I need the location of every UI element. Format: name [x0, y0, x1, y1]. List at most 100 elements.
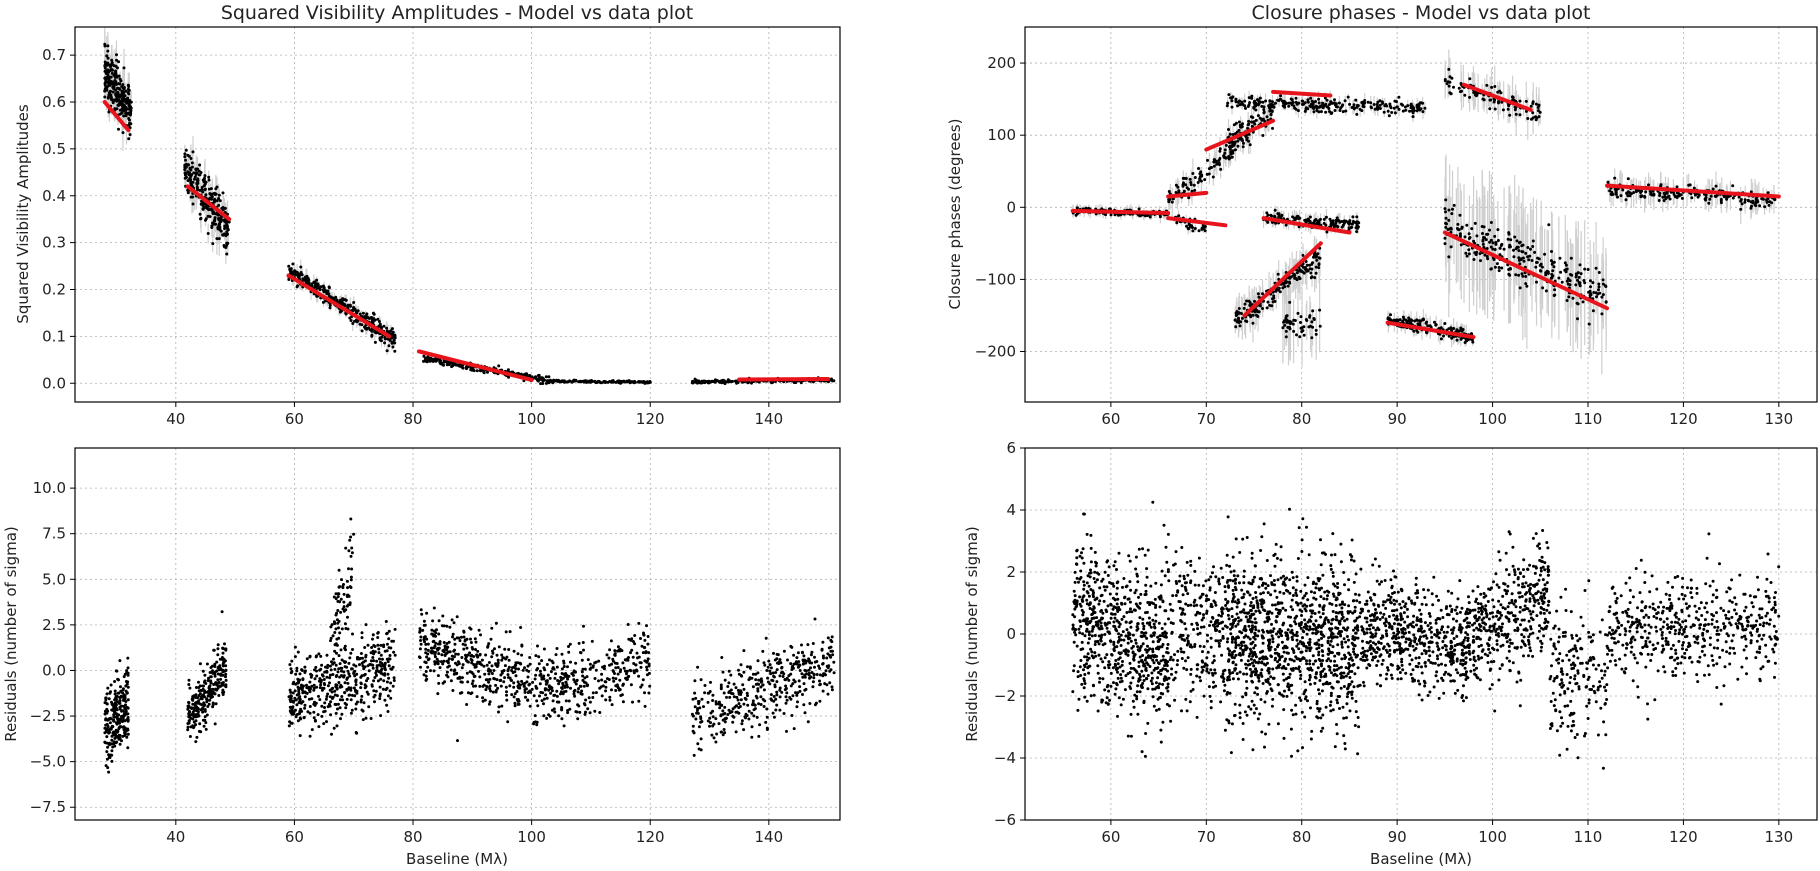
- data-point: [1170, 200, 1174, 204]
- data-point: [1458, 213, 1462, 217]
- data-point: [110, 71, 114, 75]
- data-point: [183, 152, 187, 156]
- data-point: [1425, 331, 1429, 335]
- v2-title: Squared Visibility Amplitudes - Model vs…: [221, 2, 693, 24]
- data-point: [106, 56, 110, 60]
- data-point: [124, 114, 128, 118]
- data-point: [1228, 147, 1232, 151]
- data-point: [221, 208, 225, 212]
- data-point: [1288, 281, 1292, 285]
- data-point: [1520, 244, 1524, 248]
- data-point: [343, 298, 347, 302]
- v2-ylabel: Squared Visibility Amplitudes: [14, 104, 32, 324]
- data-point: [213, 216, 217, 220]
- data-point: [1236, 144, 1240, 148]
- data-point: [1592, 291, 1596, 294]
- data-point: [1500, 100, 1504, 104]
- data-point: [1223, 151, 1227, 155]
- data-point: [1465, 339, 1469, 343]
- data-point: [1269, 113, 1273, 117]
- data-point: [1074, 213, 1078, 217]
- data-point: [1444, 225, 1448, 229]
- data-point: [1488, 107, 1492, 111]
- data-point: [1295, 271, 1299, 275]
- data-point: [1301, 102, 1305, 106]
- data-point: [1271, 103, 1275, 107]
- y-tick: 0.0: [42, 374, 75, 392]
- data-point: [1488, 228, 1491, 232]
- data-point: [1266, 300, 1270, 304]
- data-point: [1517, 249, 1521, 253]
- data-point: [1248, 101, 1252, 105]
- data-point: [1535, 280, 1538, 284]
- data-point: [1340, 225, 1344, 229]
- data-point: [1278, 290, 1282, 294]
- data-point: [1243, 302, 1247, 306]
- data-point: [207, 175, 211, 179]
- data-point: [1595, 295, 1598, 299]
- data-point: [1574, 275, 1578, 279]
- data-point: [1348, 219, 1352, 223]
- data-point: [117, 87, 121, 90]
- data-point: [1250, 120, 1253, 124]
- data-point: [198, 173, 202, 177]
- data-point: [127, 117, 131, 120]
- data-point: [1463, 93, 1467, 97]
- data-point: [1521, 250, 1525, 254]
- data-point: [1649, 191, 1653, 195]
- data-point: [1351, 215, 1355, 219]
- data-point: [1565, 299, 1569, 302]
- data-point: [1247, 132, 1251, 136]
- data-point: [1239, 312, 1243, 315]
- data-point: [113, 79, 117, 82]
- data-point: [1256, 98, 1260, 102]
- data-point: [1508, 113, 1512, 117]
- data-point: [1308, 215, 1312, 219]
- data-point: [1284, 314, 1288, 318]
- data-point: [214, 187, 218, 191]
- data-point: [117, 127, 120, 131]
- data-point: [1467, 252, 1471, 256]
- data-point: [184, 148, 188, 152]
- data-point: [1261, 100, 1265, 104]
- data-point: [1481, 239, 1485, 243]
- data-point: [1488, 98, 1492, 102]
- data-point: [1310, 99, 1314, 103]
- data-point: [1314, 218, 1318, 221]
- data-point: [1314, 332, 1318, 336]
- data-point: [1294, 107, 1298, 111]
- data-point: [1321, 106, 1325, 110]
- data-point: [1333, 98, 1336, 102]
- data-point: [223, 206, 227, 210]
- data-point: [1524, 99, 1528, 103]
- data-point: [1574, 272, 1578, 276]
- data-point: [112, 87, 116, 91]
- x-tick: 60: [285, 402, 304, 428]
- data-point: [544, 381, 548, 385]
- data-point: [374, 331, 378, 335]
- data-point: [1201, 224, 1205, 228]
- data-point: [1483, 253, 1487, 257]
- data-point: [1507, 268, 1511, 271]
- data-point: [390, 340, 394, 344]
- data-point: [714, 379, 718, 383]
- data-point: [1340, 104, 1344, 108]
- data-point: [1506, 107, 1510, 111]
- data-point: [578, 380, 582, 384]
- data-point: [1508, 243, 1512, 247]
- data-point: [1299, 315, 1303, 319]
- data-point: [1578, 284, 1582, 288]
- x-tick-label: 80: [403, 410, 422, 428]
- data-point: [1644, 190, 1648, 194]
- data-point: [1369, 105, 1373, 109]
- data-point: [1272, 294, 1276, 298]
- y-tick-label: 0.4: [42, 187, 66, 205]
- data-point: [1249, 115, 1253, 119]
- data-point: [225, 230, 229, 234]
- data-point: [1236, 104, 1239, 108]
- data-point: [1533, 250, 1537, 254]
- data-point: [193, 175, 197, 179]
- data-point: [1283, 105, 1287, 109]
- data-point: [203, 187, 207, 191]
- data-point: [1299, 321, 1302, 324]
